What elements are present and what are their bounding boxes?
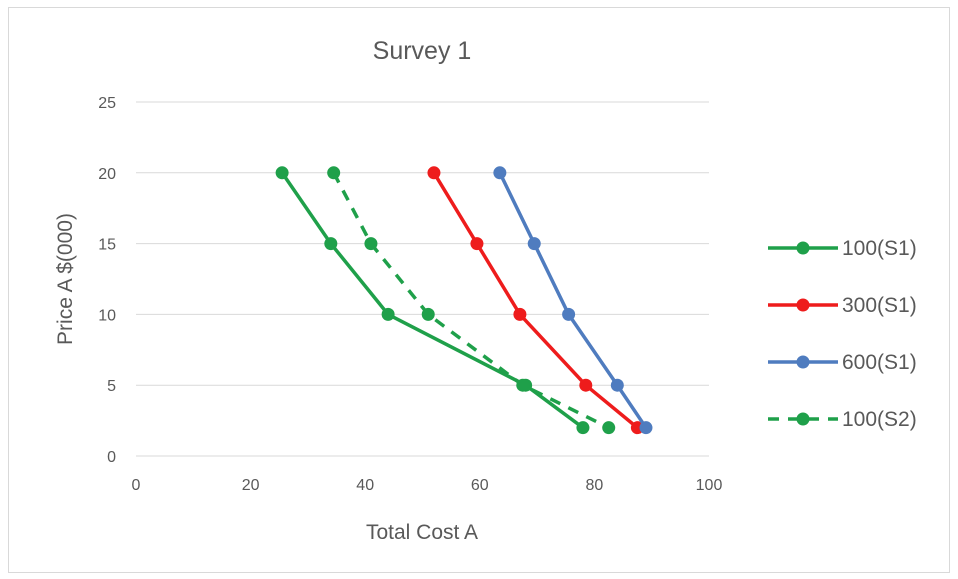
data-point [602,421,616,435]
data-point [639,421,653,435]
x-tick-label: 20 [242,477,260,494]
y-tick-label: 0 [107,449,116,466]
legend-swatch-marker [796,298,810,312]
data-point [421,307,435,321]
legend: 100(S1) 300(S1) 600(S1) 100(S2) [768,237,917,431]
legend-item: 100(S1) [768,237,917,260]
legend-swatch-marker [796,412,810,426]
data-point [493,166,507,180]
legend-item: 100(S2) [768,408,917,431]
series-3 [493,166,653,435]
legend-label: 600(S1) [842,351,917,374]
legend-swatch-marker [796,355,810,369]
data-point [562,307,576,321]
series-line [280,171,585,430]
y-tick-labels: 0 5 10 15 20 25 [98,95,116,466]
y-tick-label: 5 [107,378,116,395]
legend-label: 100(S2) [842,408,917,431]
legend-swatch-marker [796,241,810,255]
data-point [579,378,593,392]
data-point [516,378,530,392]
data-point [364,237,378,251]
x-tick-labels: 0 20 40 60 80 100 [132,477,723,494]
legend-label: 100(S1) [842,237,917,260]
x-tick-label: 100 [696,477,723,494]
series-group [275,166,653,435]
legend-item: 300(S1) [768,294,917,317]
data-point [576,421,590,435]
series-line [432,171,640,430]
x-axis-label: Total Cost A [366,521,478,544]
chart-title: Survey 1 [373,37,472,65]
data-point [513,307,527,321]
y-axis-label: Price A $(000) [54,213,77,345]
y-tick-label: 25 [98,95,116,112]
chart-frame [8,7,950,573]
y-tick-label: 10 [98,307,116,324]
gridlines [136,101,709,457]
data-point [275,166,289,180]
data-point [470,237,484,251]
x-tick-label: 80 [586,477,604,494]
data-point [610,378,624,392]
data-point [427,166,441,180]
x-tick-label: 60 [471,477,489,494]
y-tick-label: 20 [98,166,116,183]
legend-item: 600(S1) [768,351,917,374]
series-line [332,171,610,430]
y-tick-label: 15 [98,237,116,254]
data-point [527,237,541,251]
x-tick-label: 40 [356,477,374,494]
data-point [327,166,341,180]
data-point [381,307,395,321]
series-4 [327,166,616,435]
data-point [324,237,338,251]
legend-label: 300(S1) [842,294,917,317]
x-tick-label: 0 [132,477,141,494]
